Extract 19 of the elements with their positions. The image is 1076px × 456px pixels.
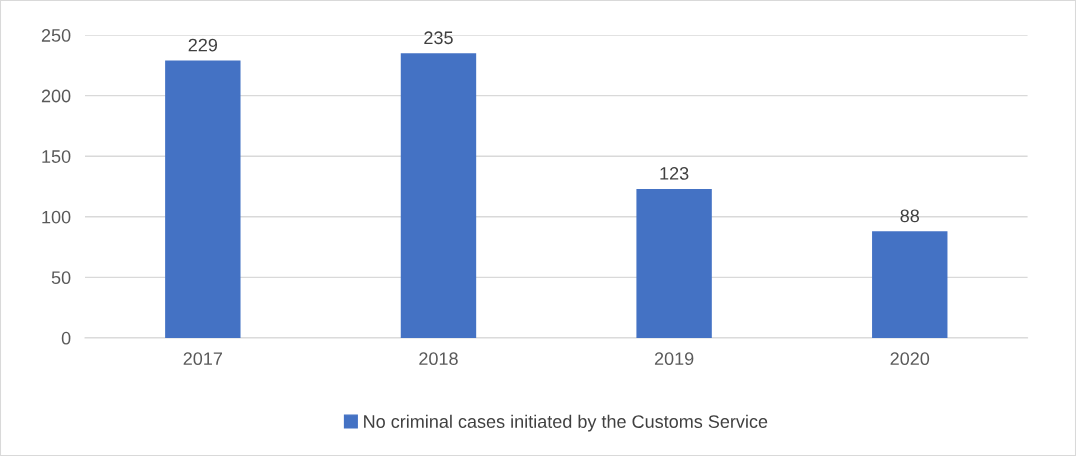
y-tick-label: 50 <box>51 271 71 285</box>
y-tick-label: 150 <box>42 150 71 163</box>
y-tick-label: 200 <box>41 89 71 103</box>
data-label: 88 <box>900 209 920 223</box>
bar <box>636 188 712 338</box>
bar <box>400 53 477 338</box>
bar <box>165 60 241 338</box>
x-tick-label: 2018 <box>419 352 458 366</box>
x-tick-label: 2019 <box>654 352 694 366</box>
legend-label: No criminal cases initiated by the Customs Service <box>364 414 768 432</box>
y-tick-label: 250 <box>41 29 71 42</box>
y-tick-label: 0 <box>61 331 71 345</box>
x-tick-label: 2020 <box>890 352 930 366</box>
data-label: 229 <box>188 38 218 52</box>
y-tick-label: 100 <box>42 210 71 224</box>
x-tick-label: 2017 <box>183 352 222 366</box>
bar <box>872 231 948 338</box>
data-label: 123 <box>660 167 689 180</box>
data-label: 235 <box>424 31 453 45</box>
